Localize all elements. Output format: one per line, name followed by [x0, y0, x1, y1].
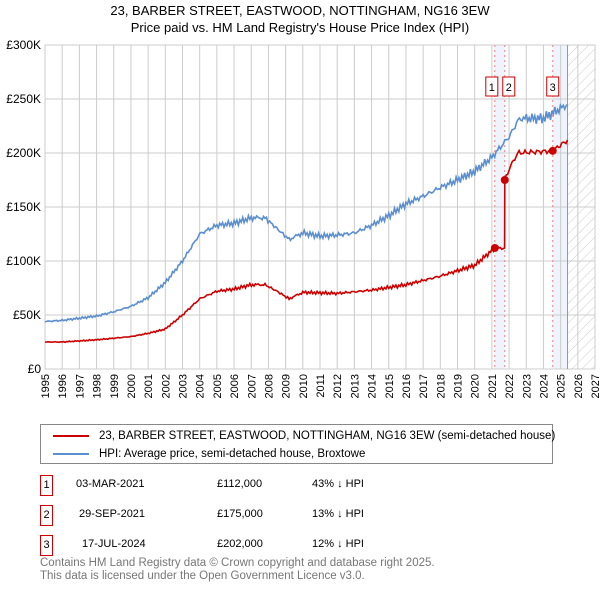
sale-marker-label-1: 1	[489, 82, 495, 94]
x-tick-label: 1998	[92, 374, 104, 398]
y-tick-label: £200K	[6, 146, 41, 160]
sale-hpi-diff: 13% ↓ HPI	[312, 508, 364, 520]
x-tick-label: 2008	[263, 374, 275, 398]
sale-price: £175,000	[217, 508, 263, 520]
x-tick-label: 2018	[435, 374, 447, 398]
x-tick-label: 1999	[109, 374, 121, 398]
legend-label-hpi: HPI: Average price, semi-detached house,…	[99, 447, 366, 460]
x-tick-label: 2025	[556, 374, 568, 398]
legend-swatch-hpi	[53, 452, 89, 455]
x-tick-label: 2010	[298, 374, 310, 398]
x-tick-label: 2019	[453, 374, 465, 398]
x-tick-label: 2015	[384, 374, 396, 398]
x-tick-label: 1995	[40, 374, 52, 398]
sale-marker-box-2	[502, 76, 516, 97]
x-tick-label: 2020	[470, 374, 482, 398]
y-tick-label: £250K	[6, 92, 41, 106]
sale-price: £112,000	[217, 478, 263, 490]
x-tick-label: 2011	[315, 374, 327, 398]
plot-frame	[44, 44, 596, 370]
footer: Contains HM Land Registry data © Crown c…	[40, 557, 435, 583]
sale-date: 03-MAR-2021	[76, 478, 145, 490]
property-price-line	[45, 139, 569, 344]
x-tick-label: 2002	[160, 374, 172, 398]
x-tick-label: 2023	[521, 374, 533, 398]
x-tick-label: 2026	[573, 374, 585, 398]
x-tick-label: 2021	[487, 374, 499, 398]
x-tick-label: 2016	[401, 374, 413, 398]
sale-marker-box-1	[485, 76, 499, 97]
y-tick-label: £100K	[6, 254, 41, 268]
x-tick-label: 2027	[590, 374, 600, 398]
x-tick-label: 2009	[281, 374, 293, 398]
x-tick-label: 2014	[367, 374, 379, 398]
x-tick-label: 2022	[504, 374, 516, 398]
sale-hpi-diff: 12% ↓ HPI	[312, 538, 364, 550]
sale-marker-box-3	[546, 76, 560, 97]
footer-copyright: Contains HM Land Registry data © Crown c…	[40, 557, 435, 569]
sale-hpi-diff: 43% ↓ HPI	[312, 478, 364, 490]
sale-point-3	[548, 146, 557, 155]
legend-swatch-property	[53, 434, 89, 437]
x-tick-label: 1997	[74, 374, 86, 398]
x-tick-label: 2001	[143, 374, 155, 398]
x-tick-label: 2024	[538, 374, 550, 398]
sale-point-1	[490, 244, 499, 253]
y-tick-label: £150K	[6, 200, 41, 214]
sale-price: £202,000	[217, 538, 263, 550]
sale-date: 17-JUL-2024	[82, 538, 146, 550]
sale-marker-label-3: 3	[550, 82, 556, 94]
sale-point-2	[500, 176, 509, 184]
y-tick-label: £0	[28, 362, 42, 376]
x-tick-label: 2007	[246, 374, 258, 398]
sale-date: 29-SEP-2021	[79, 508, 146, 520]
sale-marker-badge: 2	[40, 505, 53, 526]
x-tick-label: 2000	[126, 374, 138, 398]
footer-licence: This data is licensed under the Open Gov…	[40, 570, 365, 582]
legend: 23, BARBER STREET, EASTWOOD, NOTTINGHAM,…	[40, 424, 556, 464]
x-tick-label: 2006	[229, 374, 241, 398]
x-tick-label: 2013	[349, 374, 361, 398]
sale-marker-badge: 1	[40, 475, 53, 496]
chart-subtitle: Price paid vs. HM Land Registry's House …	[130, 20, 470, 35]
hpi-line	[45, 102, 569, 323]
x-tick-label: 2012	[332, 374, 344, 398]
y-tick-label: £50K	[13, 308, 41, 322]
x-tick-label: 2017	[418, 374, 430, 398]
x-tick-label: 2005	[212, 374, 224, 398]
y-tick-label: £300K	[6, 38, 41, 52]
legend-label-property: 23, BARBER STREET, EASTWOOD, NOTTINGHAM,…	[99, 429, 556, 442]
sale-marker-label-2: 2	[506, 82, 512, 94]
x-tick-label: 1996	[57, 374, 69, 398]
x-tick-label: 2003	[178, 374, 190, 398]
chart-title: 23, BARBER STREET, EASTWOOD, NOTTINGHAM,…	[110, 3, 490, 18]
sale-marker-badge: 3	[40, 535, 53, 556]
price-chart: 1995 1996 1997 1998 1999 2000 2001 2002 2003 2004…	[6, 38, 600, 398]
x-tick-label: 2004	[195, 374, 207, 398]
